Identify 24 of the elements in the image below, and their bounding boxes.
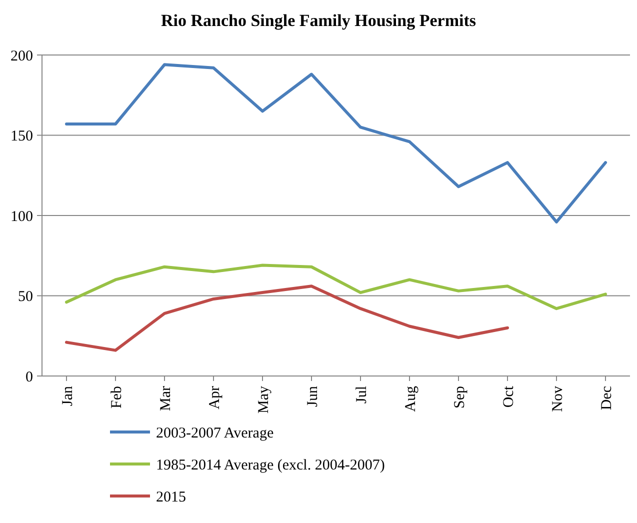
legend-label: 2015 [156,489,186,506]
x-tick-label: Mar [158,386,174,411]
line-series [65,284,509,352]
x-tick-label: Feb [108,386,125,408]
chart-title: Rio Rancho Single Family Housing Permits [161,11,476,30]
y-tick-label: 100 [10,208,33,225]
x-tick-label: Jul [354,386,370,404]
x-tick-label: Apr [206,386,223,410]
x-tick-label: Sep [452,386,468,408]
y-tick-label: 50 [18,289,33,305]
x-tick-label: May [256,386,272,414]
x-tick-label: Jan [60,386,76,406]
x-tick-label: Nov [550,386,566,412]
line-series [65,264,607,310]
y-tick-label: 150 [10,128,33,144]
legend-label: 2003-2007 Average [156,425,274,442]
legend-label: 1985-2014 Average (excl. 2004-2007) [156,457,385,474]
y-tick-label: 0 [26,369,33,386]
y-tick-label: 200 [10,48,33,64]
x-tick-label: Oct [500,385,517,408]
x-tick-label: Dec [598,386,615,410]
x-tick-label: Jun [304,386,321,407]
line-series [65,63,607,224]
x-tick-label: Aug [402,386,419,412]
